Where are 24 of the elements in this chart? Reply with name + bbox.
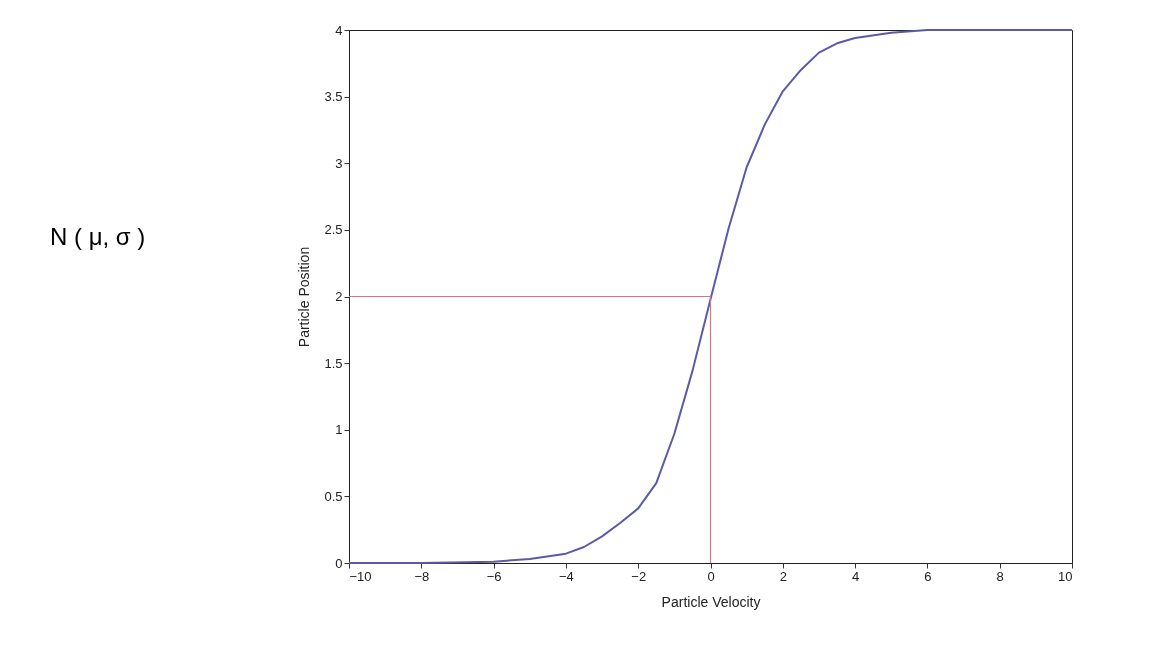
x-tick-label: 8 xyxy=(996,568,1004,584)
text: N ( μ, σ ) xyxy=(50,222,146,250)
x-tick-label: 4 xyxy=(851,568,860,584)
y-tick-label: 1.5 xyxy=(324,355,343,371)
x-tick-label: −8 xyxy=(414,568,430,584)
y-tick-label: 3.5 xyxy=(324,89,343,105)
y-axis-title: Particle Position xyxy=(296,246,313,348)
x-tick-label: 10 xyxy=(1058,568,1073,584)
y-tick-label: 1 xyxy=(335,422,343,438)
x-tick-label: 2 xyxy=(779,568,787,584)
x-axis-title: Particle Velocity xyxy=(661,593,761,610)
x-tick-label: −2 xyxy=(631,568,647,584)
y-tick-label: 3 xyxy=(335,155,343,171)
line-series xyxy=(348,29,1073,564)
y-tick-label: 2 xyxy=(335,289,343,304)
x-tick-label: −10 xyxy=(349,568,372,584)
y-tick-label: 0 xyxy=(335,555,343,571)
y-tick-label: 4 xyxy=(335,22,343,38)
x-tick-label: 0 xyxy=(707,568,715,584)
y-tick-label: 0.5 xyxy=(324,488,343,504)
y-tick-label: 2.5 xyxy=(324,222,343,238)
x-tick-label: 6 xyxy=(924,568,932,584)
x-tick-label: −6 xyxy=(486,568,502,584)
x-tick-label: −4 xyxy=(558,568,574,584)
